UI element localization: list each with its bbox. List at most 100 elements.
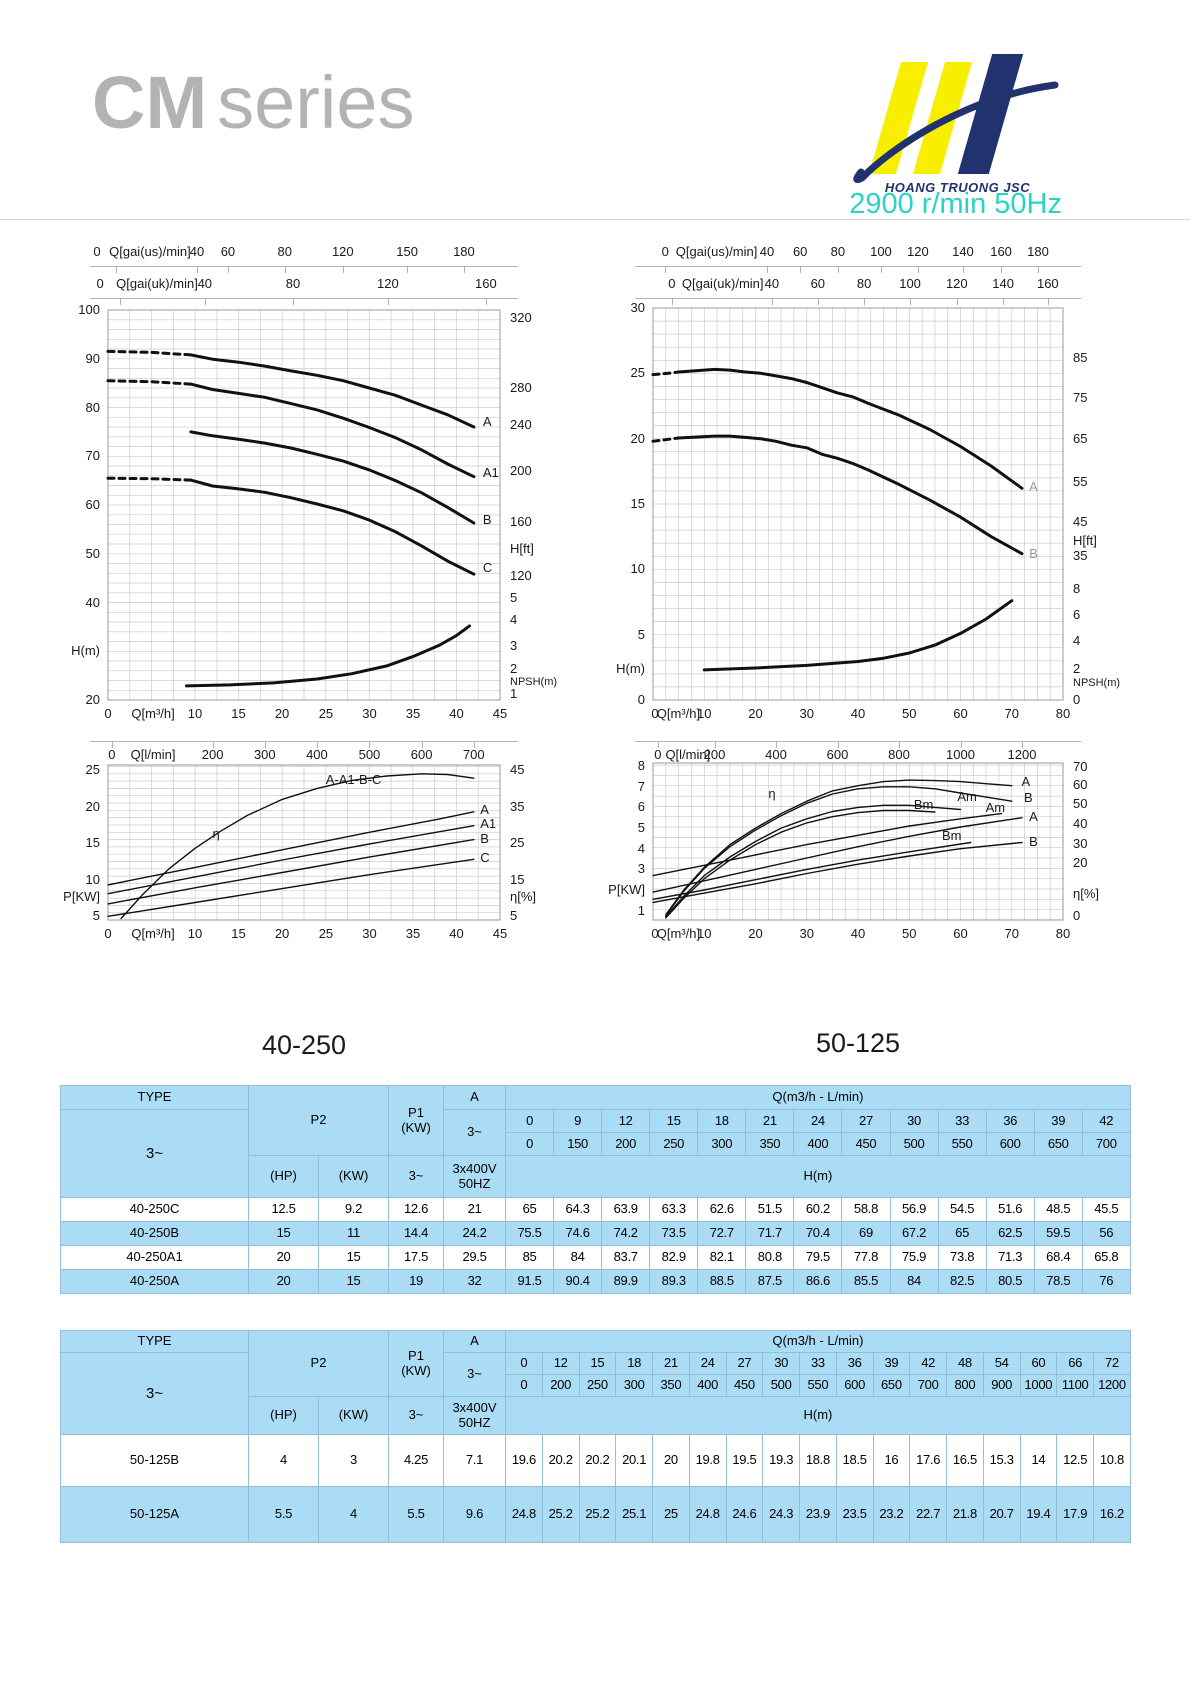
y-axis-tick-label: 25	[630, 365, 645, 381]
p2-kw: 15	[318, 1269, 389, 1294]
chart-50-125-power-plot	[652, 762, 1064, 921]
right-axis-tick-label: H[ft]	[510, 540, 534, 556]
right-axis-tick-label: 2	[1073, 660, 1081, 676]
head-value: 59.5	[1033, 1221, 1083, 1246]
head-value: 48.5	[1033, 1197, 1083, 1222]
current-a: 29.5	[443, 1245, 506, 1270]
right-axis-tick-label: 45	[1073, 514, 1088, 530]
right-axis-tick-label: 8	[1073, 580, 1081, 596]
head-value: 23.2	[872, 1486, 911, 1543]
axis-tick	[665, 267, 667, 273]
head-value: 21.8	[946, 1486, 984, 1543]
curve-am	[665, 804, 962, 918]
flow-lmin-value: 200	[601, 1132, 651, 1156]
head-value: 19.4	[1019, 1486, 1058, 1543]
head-value: 45.5	[1081, 1197, 1131, 1222]
axis-tick-label: 25	[318, 706, 334, 721]
right-axis-tick-label: 6	[1073, 607, 1081, 623]
company-logo: HOANG TRUONG JSC	[845, 52, 1070, 202]
flow-m3h-value: 30	[762, 1352, 800, 1375]
flow-m3h-value: 24	[793, 1109, 843, 1133]
right-axis-tick-label: 0	[1073, 692, 1081, 707]
col-header-p1: P1 (KW)	[388, 1330, 444, 1397]
flow-m3h-value: 15	[649, 1109, 699, 1133]
right-axis-tick-label: 85	[1073, 349, 1088, 365]
col-header-flow: Q(m3/h - L/min)	[505, 1085, 1131, 1110]
voltage-label: 3x400V 50HZ	[443, 1396, 506, 1435]
flow-lmin-value: 0	[505, 1374, 543, 1397]
flow-m3h-value: 42	[909, 1352, 947, 1375]
axis-unit-label: Q[gai(uk)/min]	[681, 276, 764, 291]
axis-tick-label: 300	[253, 747, 276, 762]
flow-lmin-value: 600	[985, 1132, 1035, 1156]
curve-a1	[107, 825, 475, 895]
axis-unit-label: Q[l/min]	[130, 747, 176, 762]
right-axis-tick-label: 4	[1073, 633, 1081, 649]
speed-spec: 2900 r/min 50Hz	[849, 188, 1062, 220]
right-axis-tick-label: 15	[510, 871, 525, 887]
flow-m3h-value: 21	[745, 1109, 795, 1133]
p2-kw: 4	[318, 1486, 389, 1543]
axis-tick	[264, 742, 266, 748]
head-value: 65	[504, 1197, 555, 1222]
y-axis-tick-label: 30	[630, 300, 645, 315]
axis-tick-label: 0	[104, 706, 112, 721]
axis-tick	[956, 299, 958, 305]
pump-type: 50-125B	[60, 1434, 249, 1487]
curve-dashed	[106, 379, 193, 386]
head-value: 62.6	[697, 1197, 747, 1222]
col-header-a: A	[443, 1330, 506, 1353]
axis-tick-label: 1200	[1007, 747, 1037, 762]
axis-tick-label: 20	[274, 706, 290, 721]
axis-tick	[204, 299, 206, 305]
y-axis-tick-label: 4	[637, 840, 645, 856]
logo-company-name: HOANG TRUONG JSC	[884, 180, 1031, 195]
y-axis-tick-label: 70	[85, 448, 100, 464]
right-axis-tick-label: 5	[510, 589, 518, 605]
series-code: CM	[92, 61, 208, 144]
flow-m3h-value: 66	[1056, 1352, 1094, 1375]
axis-tick-label: 20	[274, 926, 290, 941]
head-value: 80.5	[985, 1269, 1035, 1294]
series-word: series	[217, 61, 415, 144]
p2-kw-label: (KW)	[318, 1396, 389, 1435]
flow-lmin-value: 700	[1081, 1132, 1131, 1156]
curve-label-a: A	[1021, 773, 1031, 789]
curve-b	[189, 430, 476, 525]
right-axis-tick-label: 280	[510, 380, 532, 395]
axis-tick-label: 10	[697, 706, 712, 721]
curve-c	[107, 858, 475, 918]
table-row: 40-250C 12.5 9.2 12.6 21 65 64.3 63.9 63.3 62.6 51…	[60, 1197, 1131, 1222]
head-value: 71.7	[745, 1221, 795, 1246]
head-value: 19.3	[762, 1434, 800, 1487]
axis-tick	[800, 267, 802, 273]
head-value: 82.9	[649, 1245, 699, 1270]
axis-tick-label: 120	[377, 276, 399, 291]
axis-tick-label: 160	[475, 276, 497, 291]
axis-tick	[962, 267, 964, 273]
y-axis-tick-label: 6	[637, 799, 645, 815]
right-axis-tick-label: 1	[510, 685, 518, 701]
axis-tick	[960, 742, 962, 748]
pump-type: 40-250A	[60, 1269, 249, 1294]
head-value: 24.8	[688, 1486, 727, 1543]
curve-a	[652, 817, 1023, 893]
flow-m3h-value: 27	[841, 1109, 891, 1133]
right-axis-tick-label: 60	[1073, 776, 1088, 792]
flow-lmin-value: 900	[982, 1374, 1021, 1397]
axis-tick	[119, 299, 121, 305]
current-a: 32	[443, 1269, 506, 1294]
p1-kw: 17.5	[388, 1245, 444, 1270]
p2-kw: 11	[318, 1221, 389, 1246]
p2-hp-label: (HP)	[248, 1396, 319, 1435]
right-axis-tick-label: 20	[1073, 855, 1088, 871]
head-value: 10.8	[1093, 1434, 1131, 1487]
table-row: 40-250A 20 15 19 32 91.5 90.4 89.9 89.3 88.5 87.5 8…	[60, 1269, 1131, 1294]
axis-tick	[1047, 299, 1049, 305]
axis-tick-label: 200	[703, 747, 726, 762]
flow-lmin-value: 200	[541, 1374, 580, 1397]
head-value: 56.9	[889, 1197, 939, 1222]
p1-phase-label: 3~	[388, 1155, 444, 1198]
axis-tick-label: 180	[1027, 244, 1049, 259]
